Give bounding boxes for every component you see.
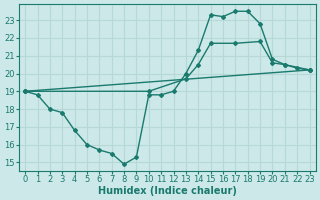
X-axis label: Humidex (Indice chaleur): Humidex (Indice chaleur)	[98, 186, 237, 196]
